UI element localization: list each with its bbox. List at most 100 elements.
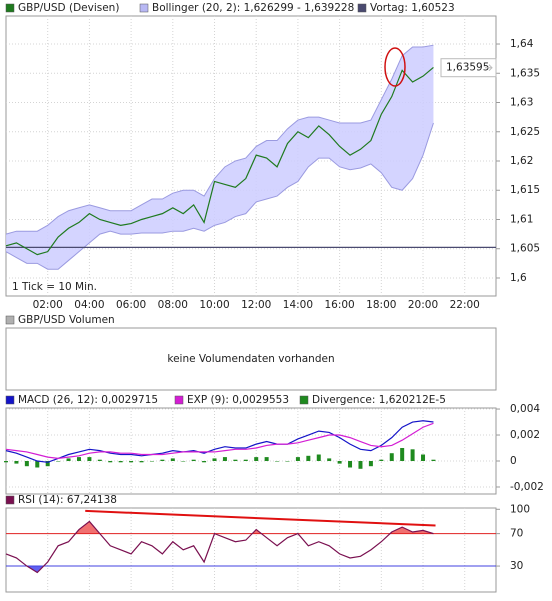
x-tick-label: 12:00 (241, 299, 271, 311)
divergence-bar (191, 459, 196, 462)
x-tick-label: 08:00 (158, 299, 188, 311)
divergence-bar (431, 459, 436, 462)
legend-swatch (299, 395, 309, 405)
legend-label: RSI (14): 67,24138 (18, 494, 117, 506)
legend-label: Vortag: 1,60523 (370, 2, 455, 14)
y-tick-label: 100 (510, 503, 530, 515)
legend-label: EXP (9): 0,0029553 (187, 394, 289, 406)
divergence-bar (316, 454, 321, 462)
legend-swatch (174, 395, 184, 405)
divergence-bar (45, 461, 50, 467)
divergence-bar (275, 461, 280, 462)
x-tick-label: 04:00 (74, 299, 104, 311)
last-price-box (440, 58, 497, 78)
divergence-bar (264, 457, 269, 462)
x-tick-label: 02:00 (33, 299, 63, 311)
divergence-bar (285, 461, 290, 462)
x-tick-label: 16:00 (324, 299, 354, 311)
divergence-bar (379, 459, 384, 462)
y-tick-label: 1,61 (510, 213, 533, 225)
highlight-circle (384, 47, 406, 87)
bollinger-fill (6, 45, 434, 270)
legend-swatch (5, 315, 15, 325)
trend-line (85, 509, 436, 527)
y-tick-label: -0,002 (510, 481, 544, 493)
legend-label: Divergence: 1,620212E-5 (312, 394, 446, 406)
divergence-bar (76, 457, 81, 462)
series-line (5, 66, 434, 256)
y-tick-label: 1,64 (510, 38, 534, 50)
y-tick-label: 1,63 (510, 97, 533, 109)
tick-note: 1 Tick = 10 Min. (12, 281, 97, 293)
panel-box (5, 15, 497, 297)
divergence-bar (149, 461, 154, 462)
oversold-fill (26, 566, 44, 573)
y-tick-label: 0,002 (510, 429, 540, 441)
y-tick-label: 70 (510, 528, 523, 540)
x-tick-label: 14:00 (283, 299, 313, 311)
overbought-fill (75, 521, 434, 534)
divergence-bar (14, 461, 19, 464)
x-tick-label: 18:00 (366, 299, 396, 311)
divergence-bar (337, 461, 342, 464)
series-line (5, 420, 434, 463)
divergence-bar (358, 461, 363, 469)
divergence-bar (160, 459, 165, 462)
bollinger-lower (5, 122, 434, 270)
x-tick-label: 22:00 (450, 299, 480, 311)
y-tick-label: 1,605 (510, 243, 540, 255)
divergence-bar (368, 461, 373, 467)
y-tick-label: 1,615 (510, 184, 540, 196)
panel-box (5, 327, 497, 391)
divergence-bar (348, 461, 353, 468)
y-tick-label: 1,635 (510, 67, 540, 79)
x-tick-label: 10:00 (199, 299, 229, 311)
x-tick-label: 20:00 (408, 299, 438, 311)
divergence-bar (35, 461, 40, 468)
y-tick-label: 0 (510, 455, 517, 467)
divergence-bar (129, 461, 134, 463)
divergence-bar (56, 461, 61, 462)
x-tick-label: 06:00 (116, 299, 146, 311)
divergence-bar (202, 461, 207, 463)
series-line (5, 422, 434, 460)
divergence-bar (97, 459, 102, 462)
y-tick-label: 1,625 (510, 126, 540, 138)
y-tick-label: 1,62 (510, 155, 533, 167)
divergence-bar (4, 461, 8, 463)
divergence-bar (410, 449, 415, 462)
divergence-bar (254, 457, 259, 462)
divergence-bar (139, 461, 144, 463)
legend-swatch (139, 3, 149, 13)
divergence-bar (212, 458, 217, 462)
legend-swatch (357, 3, 367, 13)
divergence-bar (66, 458, 71, 462)
divergence-bar (170, 458, 175, 462)
divergence-bar (306, 455, 311, 462)
bollinger-upper (5, 44, 434, 235)
series-line (5, 520, 434, 574)
last-price-arrow (485, 64, 493, 72)
divergence-bar (421, 454, 426, 462)
legend-swatch (5, 495, 15, 505)
divergence-bar (327, 458, 332, 462)
last-price-label: 1,63595 (446, 62, 489, 74)
divergence-bar (87, 457, 92, 462)
panel-box (5, 507, 497, 593)
divergence-bar (108, 461, 113, 463)
divergence-bar (295, 457, 300, 462)
legend-label: GBP/USD (Devisen) (18, 2, 119, 14)
divergence-bar (222, 457, 227, 462)
divergence-bar (233, 459, 238, 462)
y-tick-label: 1,6 (510, 272, 527, 284)
legend-label: Bollinger (20, 2): 1,626299 - 1,639228 (152, 2, 354, 14)
no-data-message: keine Volumendaten vorhanden (167, 353, 334, 365)
divergence-bar (243, 459, 248, 462)
legend-swatch (5, 3, 15, 13)
legend-label: MACD (26, 12): 0,0029715 (18, 394, 158, 406)
divergence-bar (181, 461, 186, 462)
divergence-bar (400, 448, 405, 462)
legend-swatch (5, 395, 15, 405)
y-tick-label: 30 (510, 560, 523, 572)
